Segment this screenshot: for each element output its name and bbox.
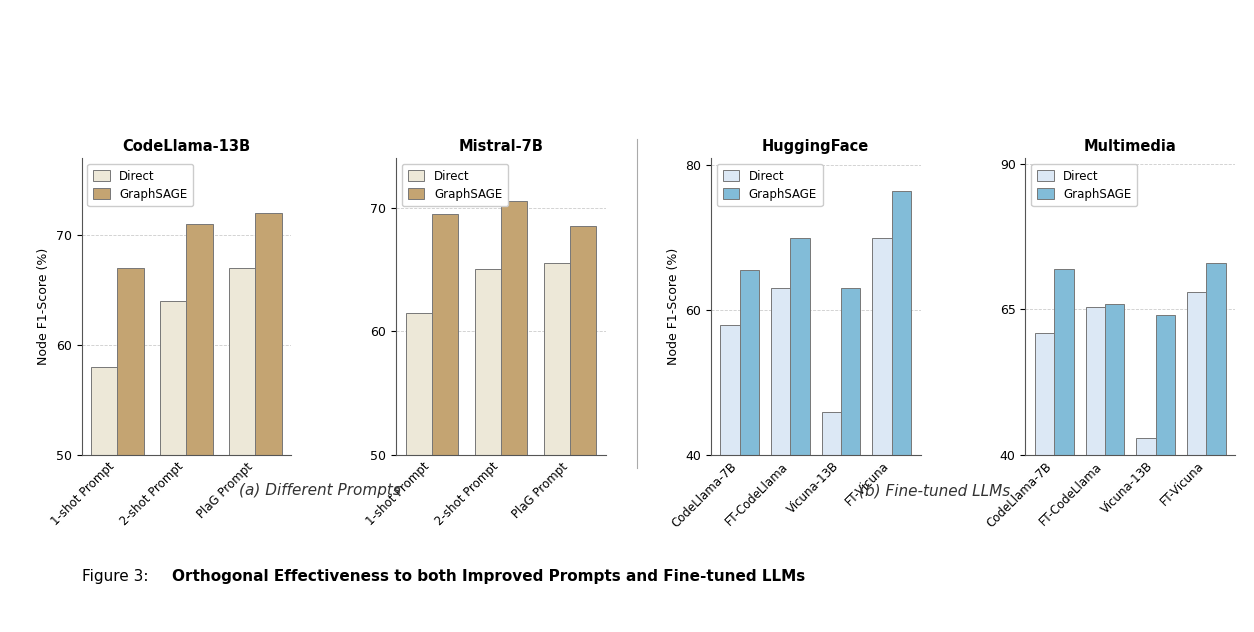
Text: (b) Fine-tuned LLMs: (b) Fine-tuned LLMs: [859, 483, 1009, 499]
Bar: [720, 325, 740, 632]
Y-axis label: Node F1-Score (%): Node F1-Score (%): [667, 248, 680, 365]
Legend: Direct, GraphSAGE: Direct, GraphSAGE: [88, 164, 193, 207]
Bar: [406, 313, 431, 632]
Legend: Direct, GraphSAGE: Direct, GraphSAGE: [403, 164, 508, 207]
Bar: [1188, 292, 1206, 632]
Title: Multimedia: Multimedia: [1083, 139, 1176, 154]
Bar: [1156, 315, 1175, 632]
Bar: [821, 411, 841, 632]
Bar: [118, 268, 143, 632]
Bar: [1136, 437, 1156, 632]
Title: HuggingFace: HuggingFace: [762, 139, 869, 154]
Bar: [1035, 332, 1055, 632]
Bar: [431, 214, 458, 632]
Bar: [187, 224, 213, 632]
Legend: Direct, GraphSAGE: Direct, GraphSAGE: [1031, 164, 1137, 207]
Bar: [771, 288, 790, 632]
Bar: [229, 268, 256, 632]
Title: CodeLlama-13B: CodeLlama-13B: [123, 139, 251, 154]
Bar: [740, 270, 759, 632]
Bar: [544, 263, 571, 632]
Text: Orthogonal Effectiveness to both Improved Prompts and Fine-tuned LLMs: Orthogonal Effectiveness to both Improve…: [172, 569, 805, 584]
Title: Mistral-7B: Mistral-7B: [459, 139, 543, 154]
Text: (a) Different Prompts: (a) Different Prompts: [238, 483, 401, 499]
Y-axis label: Node F1-Score (%): Node F1-Score (%): [38, 248, 50, 365]
Bar: [571, 226, 597, 632]
Bar: [92, 367, 118, 632]
Bar: [1105, 303, 1125, 632]
Bar: [873, 238, 892, 632]
Text: Figure 3:: Figure 3:: [82, 569, 153, 584]
Bar: [841, 288, 860, 632]
Bar: [892, 191, 910, 632]
Bar: [1055, 269, 1073, 632]
Bar: [502, 202, 527, 632]
Legend: Direct, GraphSAGE: Direct, GraphSAGE: [717, 164, 823, 207]
Bar: [256, 213, 282, 632]
Bar: [1206, 263, 1225, 632]
Bar: [475, 269, 502, 632]
Bar: [790, 238, 810, 632]
Bar: [1086, 307, 1105, 632]
Bar: [161, 301, 187, 632]
